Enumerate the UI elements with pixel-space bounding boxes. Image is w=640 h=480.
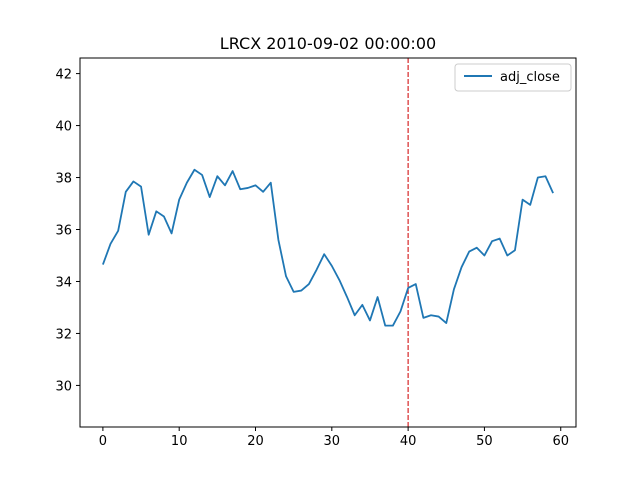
- x-tick-label: 60: [552, 434, 569, 449]
- x-tick-label: 0: [99, 434, 107, 449]
- series-line-adj-close: [102, 168, 554, 327]
- y-tick-label: 40: [55, 120, 72, 135]
- y-tick-label: 38: [55, 172, 72, 187]
- x-tick-label: 30: [324, 434, 341, 449]
- y-tick-label: 32: [55, 327, 72, 342]
- x-tick-label: 10: [171, 434, 188, 449]
- x-tick-label: 40: [400, 434, 417, 449]
- plot-area: [102, 58, 554, 427]
- y-tick-label: 42: [55, 68, 72, 83]
- legend-box: [454, 63, 572, 92]
- y-tick-label: 36: [55, 224, 72, 239]
- legend-label-adj-close: adj_close: [500, 70, 560, 85]
- chart-title: LRCX 2010-09-02 00:00:00: [220, 34, 436, 53]
- y-tick-label: 34: [55, 275, 72, 290]
- y-tick-label: 30: [55, 379, 72, 394]
- x-tick-label: 20: [247, 434, 264, 449]
- axes: 0 10 20 30 40 50 60 30 32 34 36 38 40 42: [55, 57, 577, 449]
- axes-frame: [79, 57, 577, 428]
- x-tick-label: 50: [476, 434, 493, 449]
- legend: adj_close: [454, 63, 572, 92]
